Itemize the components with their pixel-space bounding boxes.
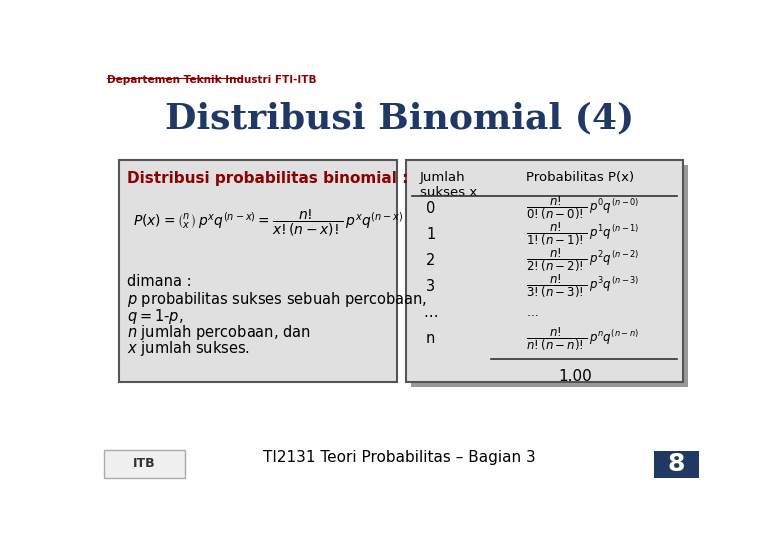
Text: 8: 8: [668, 453, 685, 476]
FancyBboxPatch shape: [119, 160, 397, 382]
Text: $\dfrac{n!}{2!(n-2)!}\,p^2 q^{(n-2)}$: $\dfrac{n!}{2!(n-2)!}\,p^2 q^{(n-2)}$: [526, 247, 640, 274]
Text: $P(x) = \binom{n}{x}\,p^x q^{(n-x)} = \dfrac{n!}{x!(n-x)!}\,p^x q^{(n-x)}$: $P(x) = \binom{n}{x}\,p^x q^{(n-x)} = \d…: [133, 208, 403, 238]
Text: $n$ jumlah percobaan, dan: $n$ jumlah percobaan, dan: [127, 323, 310, 342]
Text: $\ldots$: $\ldots$: [526, 306, 538, 319]
Text: $p$ probabilitas sukses sebuah percobaan,: $p$ probabilitas sukses sebuah percobaan…: [127, 291, 427, 309]
Text: Probabilitas P(x): Probabilitas P(x): [526, 171, 634, 184]
Text: Departemen Teknik Industri FTI-ITB: Departemen Teknik Industri FTI-ITB: [107, 75, 317, 85]
Text: n: n: [426, 332, 435, 347]
Text: 2: 2: [426, 253, 435, 268]
Text: Distribusi Binomial (4): Distribusi Binomial (4): [165, 102, 634, 136]
Text: $\dfrac{n!}{1!(n-1)!}\,p^1 q^{(n-1)}$: $\dfrac{n!}{1!(n-1)!}\,p^1 q^{(n-1)}$: [526, 220, 640, 248]
Text: TI2131 Teori Probabilitas – Bagian 3: TI2131 Teori Probabilitas – Bagian 3: [264, 450, 536, 465]
Text: $q = 1\text{-}p,$: $q = 1\text{-}p,$: [127, 307, 183, 326]
Text: dimana :: dimana :: [127, 274, 192, 289]
Bar: [104, 450, 185, 477]
Text: 1: 1: [426, 227, 435, 242]
FancyBboxPatch shape: [406, 160, 683, 382]
Text: 1.00: 1.00: [558, 369, 593, 384]
Text: $x$ jumlah sukses.: $x$ jumlah sukses.: [127, 339, 250, 358]
Text: $\dfrac{n!}{3!(n-3)!}\,p^3 q^{(n-3)}$: $\dfrac{n!}{3!(n-3)!}\,p^3 q^{(n-3)}$: [526, 273, 640, 300]
Text: $\ldots$: $\ldots$: [424, 305, 438, 320]
Text: Jumlah
sukses x: Jumlah sukses x: [420, 171, 477, 199]
Text: Distribusi probabilitas binomial :: Distribusi probabilitas binomial :: [127, 171, 408, 186]
Bar: [654, 451, 699, 477]
Text: 3: 3: [426, 279, 435, 294]
Text: 0: 0: [426, 200, 435, 215]
Text: ITB: ITB: [133, 457, 155, 470]
Text: $\dfrac{n!}{0!(n-0)!}\,p^0 q^{(n-0)}$: $\dfrac{n!}{0!(n-0)!}\,p^0 q^{(n-0)}$: [526, 194, 640, 222]
FancyBboxPatch shape: [410, 165, 688, 387]
Text: $\dfrac{n!}{n!(n-n)!}\,p^n q^{(n-n)}$: $\dfrac{n!}{n!(n-n)!}\,p^n q^{(n-n)}$: [526, 325, 640, 353]
